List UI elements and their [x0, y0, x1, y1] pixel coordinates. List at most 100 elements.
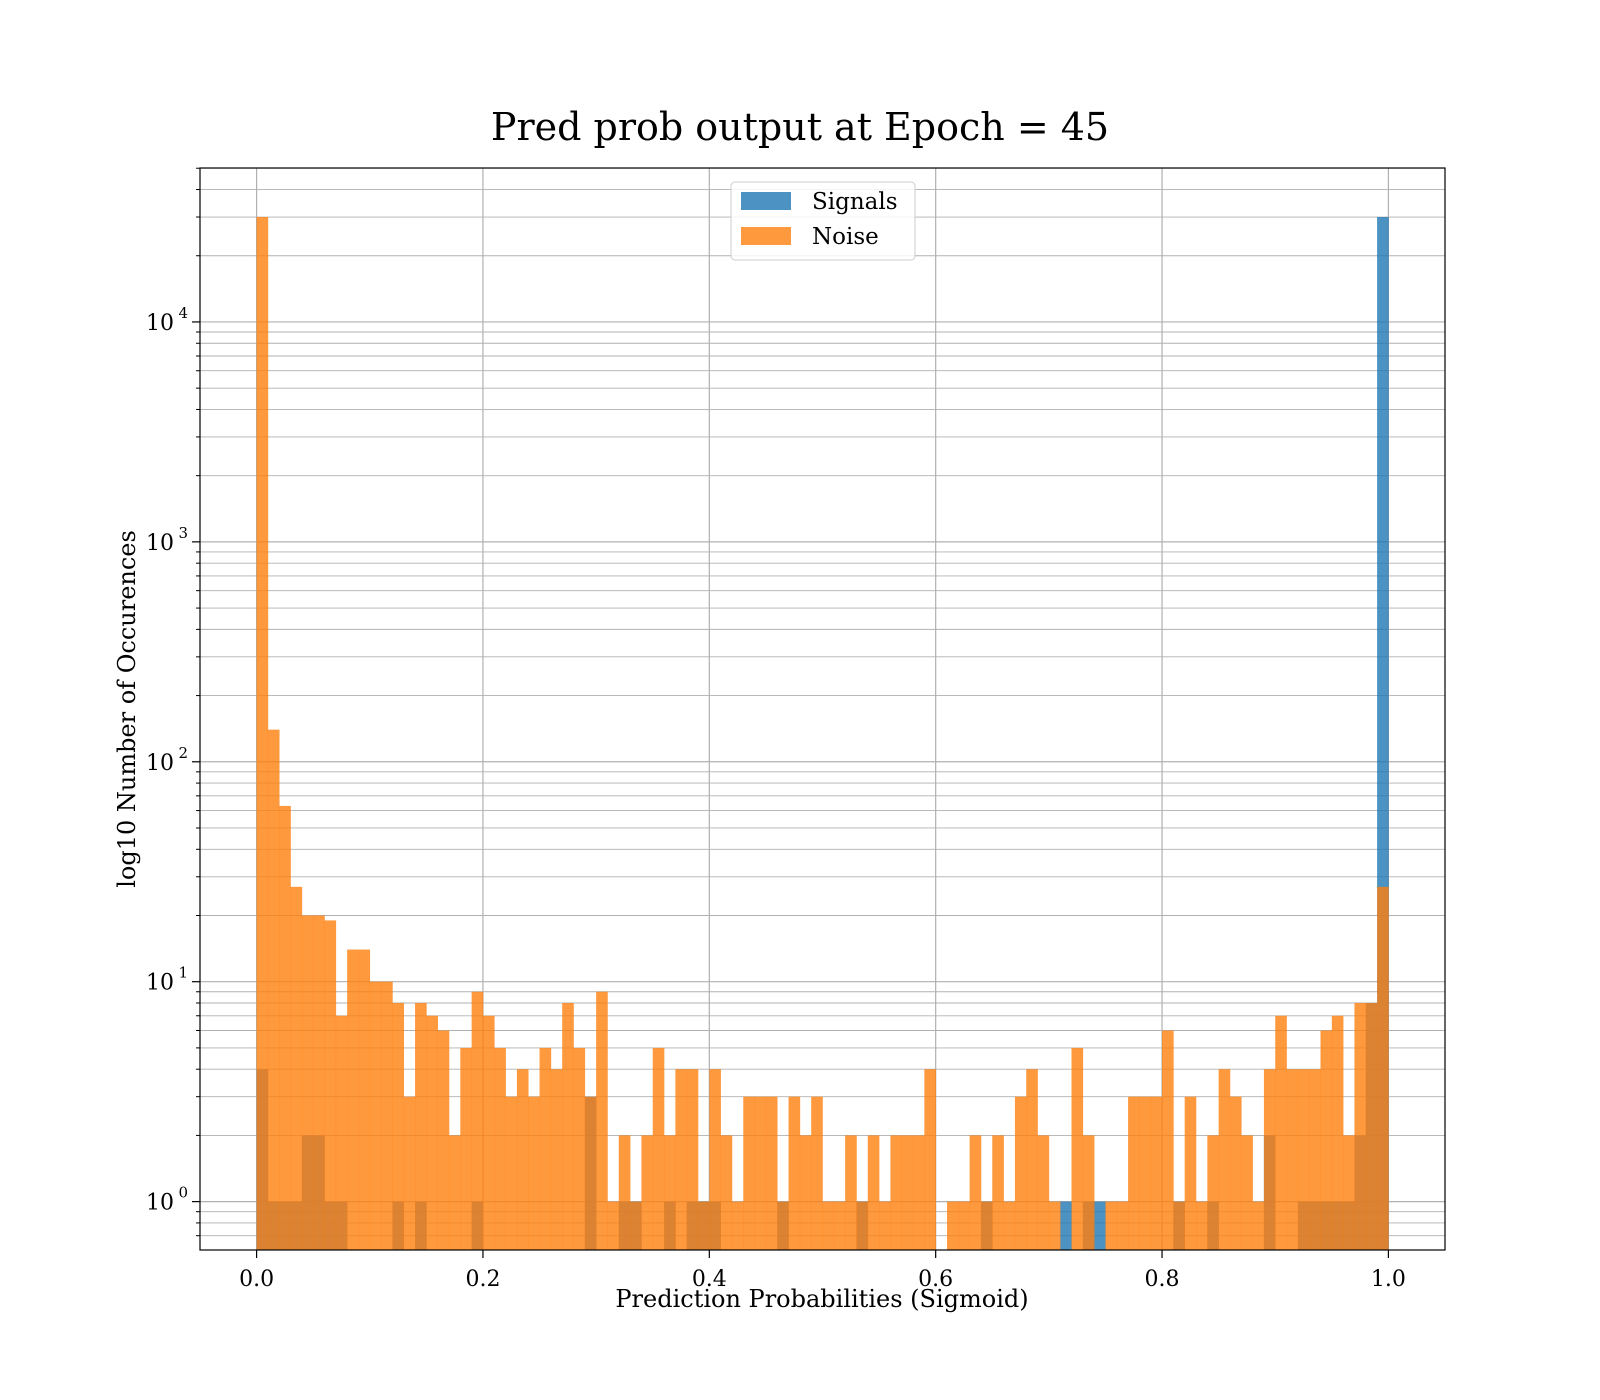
noise-bar-99 — [1377, 886, 1389, 1250]
noise-bar-11 — [381, 981, 393, 1250]
x-axis-ticks: 0.0 0.2 0.4 0.6 0.8 1.0 — [239, 1250, 1406, 1292]
noise-bar-1 — [267, 729, 280, 1250]
noise-bar-24 — [528, 1096, 540, 1250]
noise-bar-10 — [369, 981, 382, 1250]
noise-bar-92 — [1297, 1069, 1310, 1250]
noise-bar-91 — [1286, 1069, 1299, 1250]
signals-bar-99 — [1377, 217, 1389, 1251]
noise-bar-50 — [822, 1201, 835, 1250]
noise-bar-65 — [992, 1135, 1004, 1250]
noise-bar-17 — [449, 1135, 461, 1250]
noise-bar-3 — [290, 886, 303, 1250]
noise-bar-53 — [856, 1201, 869, 1250]
y-tick-label-3: 10 — [146, 531, 174, 556]
noise-bar-2 — [279, 805, 291, 1250]
noise-bar-43 — [743, 1096, 755, 1250]
noise-bar-98 — [1365, 1003, 1378, 1250]
legend-label-signals: Signals — [812, 189, 898, 215]
legend: Signals Noise — [730, 181, 916, 261]
noise-bar-55 — [879, 1201, 891, 1250]
noise-bar-67 — [1014, 1096, 1027, 1250]
noise-bar-61 — [947, 1201, 959, 1250]
noise-bar-81 — [1173, 1201, 1185, 1250]
noise-bar-90 — [1275, 1015, 1287, 1250]
noise-bar-72 — [1071, 1047, 1084, 1250]
noise-bar-63 — [969, 1135, 982, 1250]
noise-bar-45 — [765, 1096, 778, 1250]
noise-bar-93 — [1309, 1069, 1321, 1250]
noise-bar-52 — [845, 1135, 857, 1250]
noise-bar-49 — [811, 1096, 823, 1250]
noise-bar-18 — [460, 1047, 472, 1250]
noise-bar-48 — [799, 1135, 812, 1250]
noise-bar-12 — [392, 1003, 405, 1250]
x-tick-label-5: 1.0 — [1371, 1267, 1406, 1292]
noise-bar-35 — [652, 1047, 665, 1250]
x-tick-label-4: 0.8 — [1145, 1267, 1180, 1292]
noise-bar-14 — [415, 1003, 427, 1250]
signals-bar-74 — [1094, 1201, 1106, 1250]
noise-bar-26 — [550, 1069, 563, 1250]
noise-bar-78 — [1139, 1096, 1152, 1250]
noise-bar-77 — [1128, 1096, 1140, 1250]
noise-bar-94 — [1320, 1030, 1333, 1250]
noise-bar-21 — [494, 1047, 506, 1250]
noise-bar-82 — [1184, 1096, 1197, 1250]
noise-bar-44 — [754, 1096, 767, 1250]
noise-bar-57 — [901, 1135, 914, 1250]
y-tick-label-4: 10 — [146, 311, 174, 336]
noise-bar-46 — [777, 1201, 789, 1250]
noise-bar-31 — [607, 1201, 620, 1250]
noise-bar-85 — [1218, 1069, 1231, 1250]
y-tick-exponent-1: 1 — [178, 964, 188, 982]
x-axis-label: Prediction Probabilities (Sigmoid) — [615, 1285, 1028, 1313]
noise-bar-84 — [1207, 1135, 1219, 1250]
noise-bar-0 — [256, 217, 269, 1251]
noise-bar-29 — [584, 1096, 597, 1250]
noise-bar-15 — [426, 1015, 438, 1250]
noise-bar-13 — [403, 1096, 416, 1250]
noise-bar-40 — [709, 1069, 721, 1250]
noise-bar-51 — [833, 1201, 846, 1250]
noise-bar-7 — [335, 1015, 348, 1250]
y-tick-exponent-2: 2 — [178, 744, 188, 762]
noise-bar-58 — [913, 1135, 925, 1250]
legend-swatch-signals — [741, 192, 791, 210]
noise-bars — [256, 217, 1389, 1251]
noise-bar-33 — [630, 1201, 642, 1250]
noise-bar-69 — [1037, 1135, 1050, 1250]
noise-bar-41 — [720, 1135, 733, 1250]
noise-bar-73 — [1082, 1135, 1095, 1250]
noise-bar-5 — [313, 915, 325, 1250]
noise-bar-25 — [539, 1047, 552, 1250]
noise-bar-97 — [1354, 1003, 1367, 1250]
y-tick-exponent-3: 3 — [178, 524, 188, 542]
noise-bar-4 — [301, 915, 314, 1250]
noise-bar-42 — [731, 1201, 744, 1250]
noise-bar-19 — [471, 991, 484, 1250]
noise-bar-9 — [358, 949, 371, 1250]
noise-bar-39 — [698, 1201, 710, 1250]
x-tick-label-3: 0.6 — [918, 1267, 953, 1292]
noise-bar-89 — [1263, 1069, 1276, 1250]
x-tick-label-1: 0.2 — [465, 1267, 500, 1292]
noise-bar-88 — [1252, 1201, 1265, 1250]
legend-swatch-noise — [741, 227, 791, 245]
noise-bar-20 — [482, 1015, 495, 1250]
noise-bar-59 — [924, 1069, 936, 1250]
noise-bar-6 — [324, 920, 337, 1250]
x-tick-label-0: 0.0 — [239, 1267, 274, 1292]
noise-bar-47 — [788, 1096, 801, 1250]
signals-bar-71 — [1060, 1201, 1072, 1250]
noise-bar-79 — [1150, 1096, 1163, 1250]
noise-bar-70 — [1048, 1201, 1061, 1250]
noise-bar-87 — [1241, 1135, 1253, 1250]
noise-bar-80 — [1162, 1030, 1174, 1250]
x-tick-label-2: 0.4 — [692, 1267, 727, 1292]
noise-bar-66 — [1003, 1201, 1016, 1250]
noise-bar-95 — [1331, 1015, 1344, 1250]
noise-bar-86 — [1229, 1096, 1242, 1250]
noise-bar-68 — [1026, 1069, 1038, 1250]
